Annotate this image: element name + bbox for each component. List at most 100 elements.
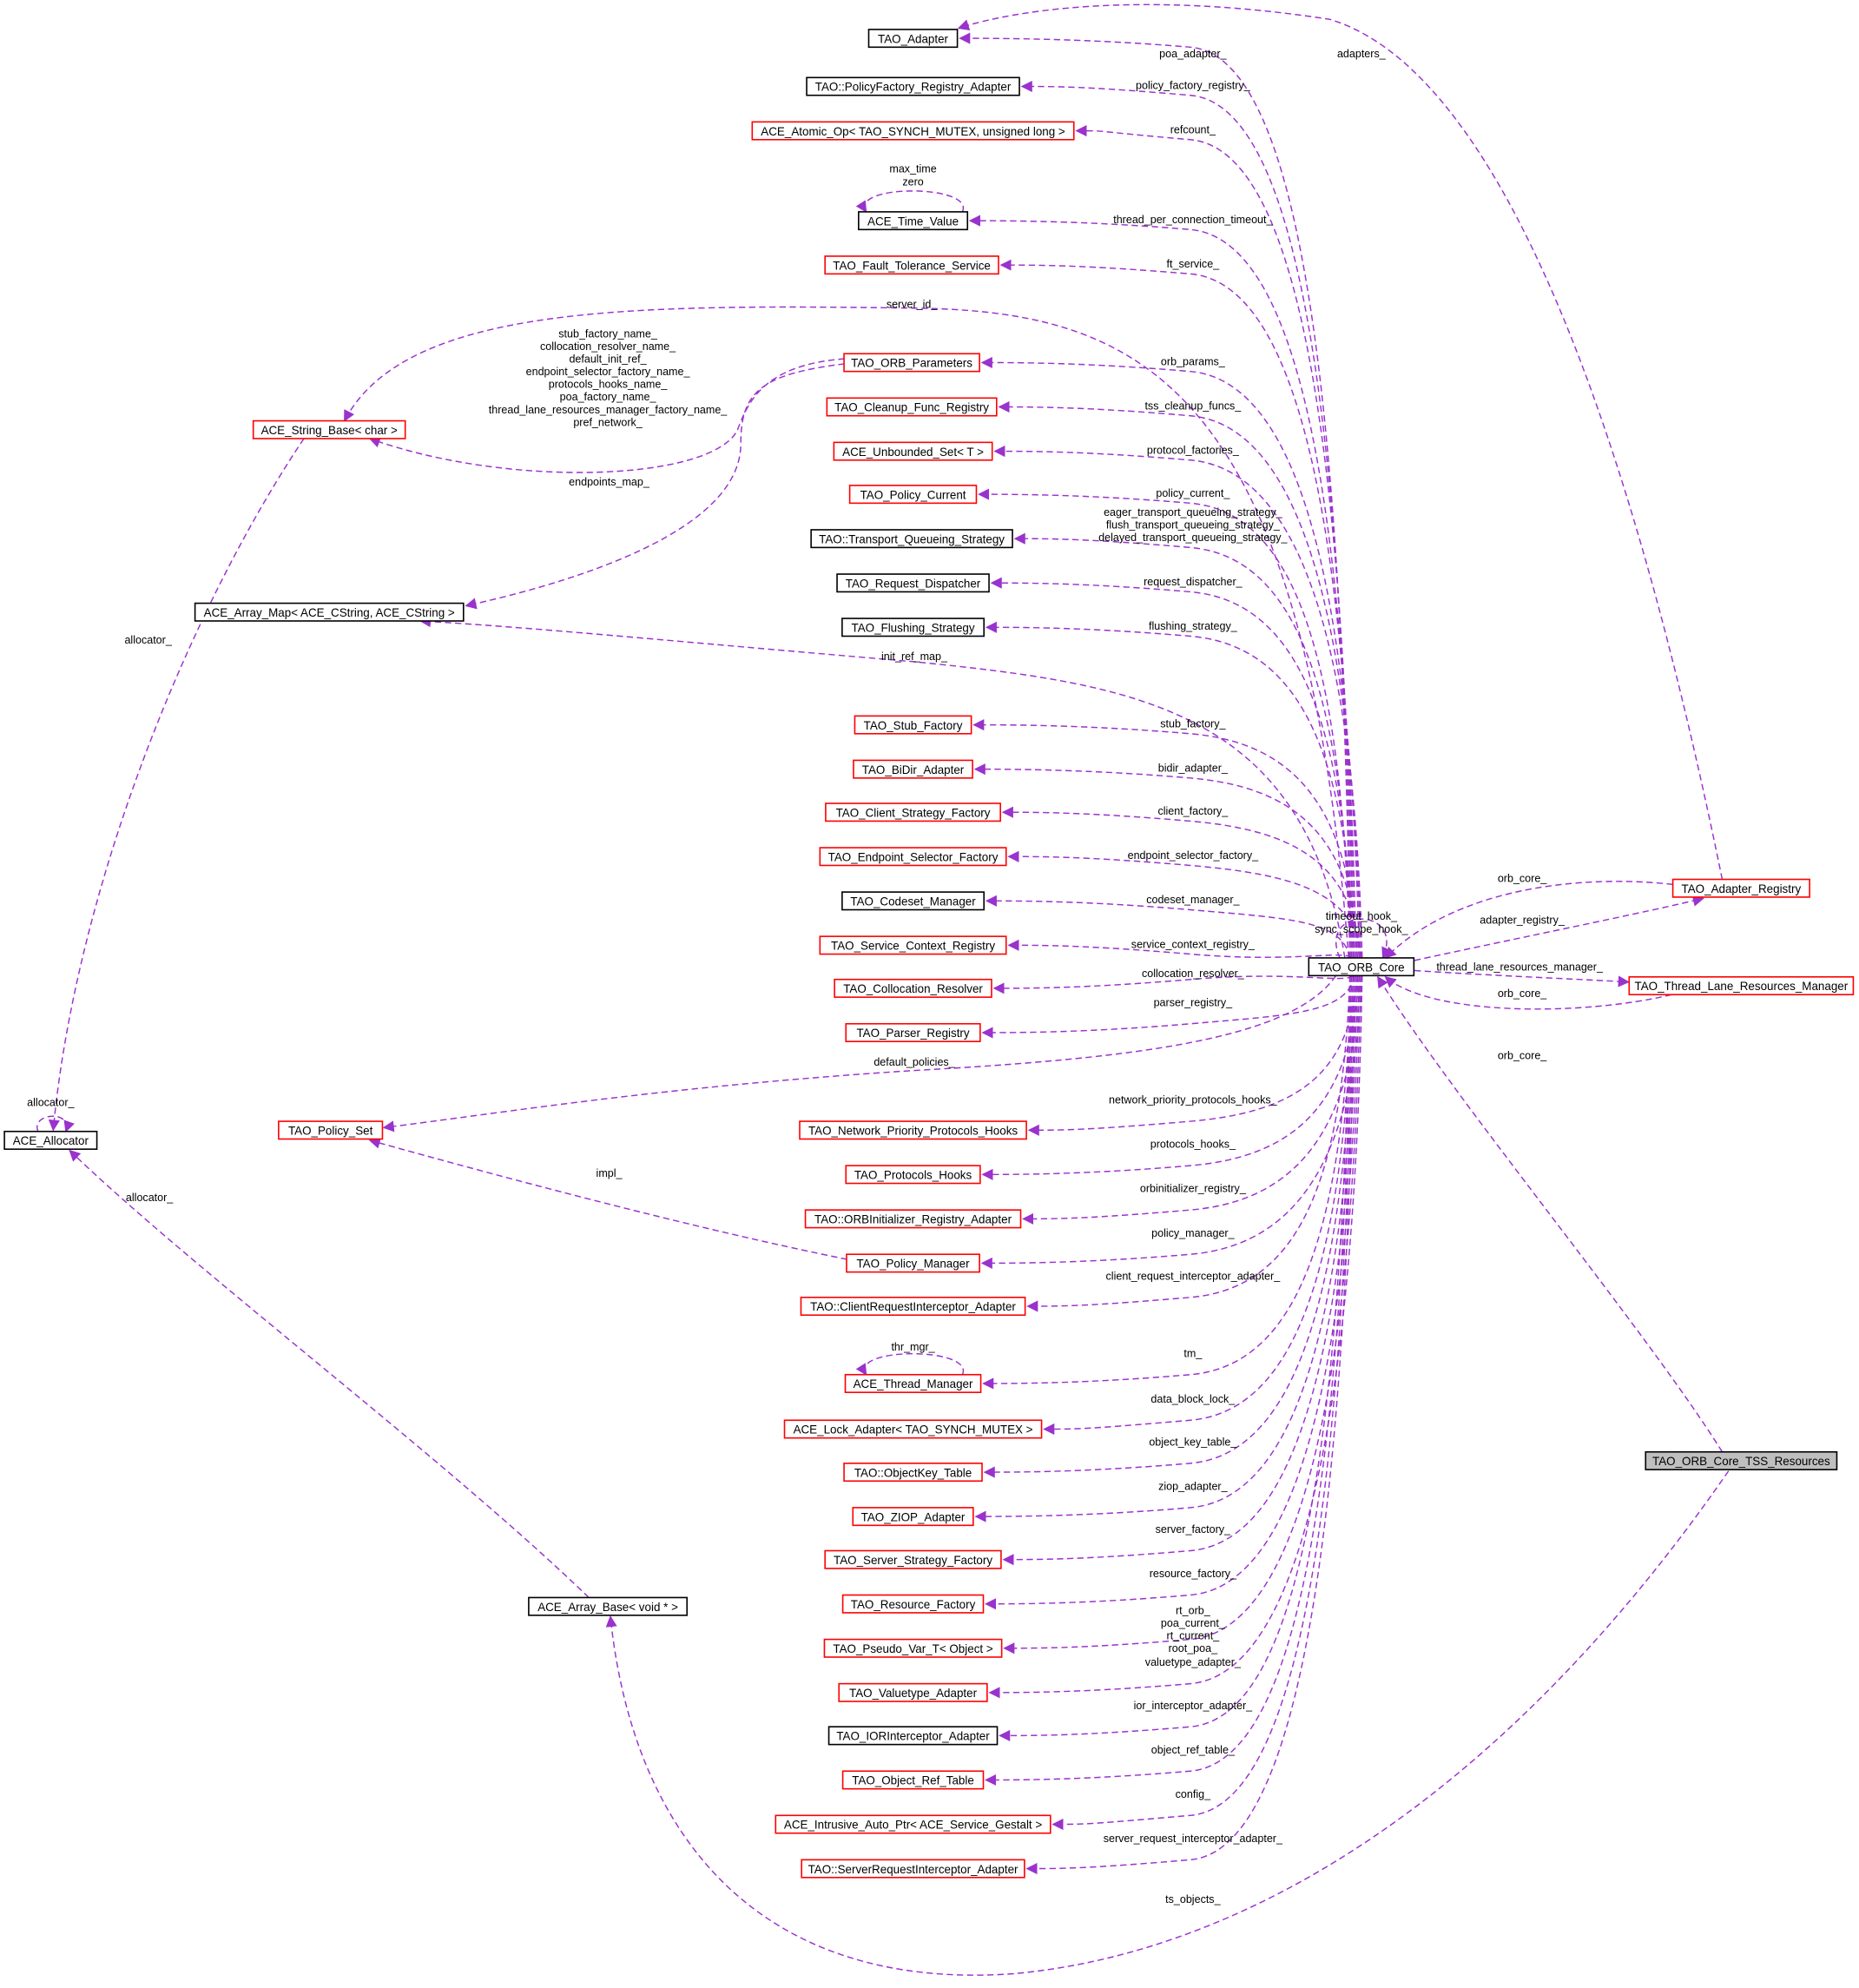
node-box[interactable] [194, 602, 465, 622]
node-box[interactable] [1645, 1450, 1838, 1470]
node-label[interactable]: ACE_Allocator [13, 1134, 89, 1147]
node-label[interactable]: TAO_Adapter [878, 32, 949, 45]
node-label[interactable]: TAO::ServerRequestInterceptor_Adapter [808, 1863, 1018, 1876]
node-label[interactable]: ACE_String_Base< char > [261, 424, 398, 437]
node-box[interactable] [804, 1209, 1022, 1229]
node-sria[interactable]: TAO::ServerRequestInterceptor_Adapter [801, 1859, 1025, 1879]
node-label[interactable]: TAO_Server_Strategy_Factory [834, 1554, 992, 1567]
node-box[interactable] [783, 1419, 1043, 1439]
node-npph[interactable]: TAO_Network_Priority_Protocols_Hooks [799, 1120, 1027, 1140]
node-tqs[interactable]: TAO::Transport_Queueing_Strategy [810, 529, 1013, 549]
node-box[interactable] [824, 1549, 1002, 1569]
node-bidir[interactable]: TAO_BiDir_Adapter [853, 759, 973, 779]
node-label[interactable]: TAO_IORInterceptor_Adapter [836, 1730, 990, 1743]
node-box[interactable] [841, 891, 986, 911]
node-adapter[interactable]: TAO_Adapter [867, 29, 959, 49]
node-box[interactable] [825, 802, 1001, 822]
node-label[interactable]: TAO_Thread_Lane_Resources_Manager [1635, 980, 1849, 993]
node-flush[interactable]: TAO_Flushing_Strategy [841, 618, 986, 637]
node-timeval[interactable]: ACE_Time_Value [858, 211, 969, 231]
node-box[interactable] [800, 1296, 1026, 1317]
node-label[interactable]: TAO_ORB_Parameters [851, 357, 972, 370]
node-box[interactable] [1628, 976, 1855, 996]
node-box[interactable] [843, 353, 980, 373]
node-label[interactable]: TAO_ZIOP_Adapter [861, 1510, 966, 1523]
node-alloc[interactable]: ACE_Allocator [3, 1130, 98, 1150]
node-label[interactable]: TAO_Collocation_Resolver [843, 982, 983, 995]
node-box[interactable] [867, 29, 959, 49]
node-scr[interactable]: TAO_Service_Context_Registry [819, 935, 1007, 955]
node-label[interactable]: ACE_Lock_Adapter< TAO_SYNCH_MUTEX > [794, 1423, 1033, 1437]
node-box[interactable] [858, 211, 969, 231]
node-box[interactable] [838, 1682, 988, 1702]
node-label[interactable]: ACE_Thread_Manager [854, 1377, 973, 1390]
node-box[interactable] [848, 485, 978, 505]
node-polset[interactable]: TAO_Policy_Set [278, 1120, 384, 1140]
node-box[interactable] [1308, 957, 1415, 977]
node-box[interactable] [819, 935, 1007, 955]
node-iorint[interactable]: TAO_IORInterceptor_Adapter [827, 1726, 999, 1746]
node-ph[interactable]: TAO_Protocols_Hooks [845, 1165, 981, 1185]
node-resf[interactable]: TAO_Resource_Factory [841, 1594, 985, 1614]
node-box[interactable] [252, 419, 406, 439]
node-label[interactable]: ACE_Atomic_Op< TAO_SYNCH_MUTEX, unsigned… [761, 125, 1065, 138]
node-orbparams[interactable]: TAO_ORB_Parameters [843, 353, 980, 373]
node-label[interactable]: TAO_ORB_Core [1318, 961, 1405, 974]
node-label[interactable]: TAO_Resource_Factory [851, 1598, 976, 1611]
node-box[interactable] [801, 1859, 1025, 1879]
node-valuetype[interactable]: TAO_Valuetype_Adapter [838, 1682, 988, 1702]
node-box[interactable] [853, 759, 973, 779]
node-label[interactable]: TAO_Protocols_Hooks [854, 1169, 972, 1182]
node-box[interactable] [845, 1022, 981, 1042]
node-box[interactable] [844, 1373, 982, 1393]
node-label[interactable]: TAO_Policy_Set [288, 1125, 373, 1138]
node-label[interactable]: TAO_Pseudo_Var_T< Object > [833, 1642, 992, 1655]
node-box[interactable] [854, 715, 972, 735]
node-lockad[interactable]: ACE_Lock_Adapter< TAO_SYNCH_MUTEX > [783, 1419, 1043, 1439]
node-stubf[interactable]: TAO_Stub_Factory [854, 715, 972, 735]
node-label[interactable]: TAO_Stub_Factory [864, 719, 963, 732]
node-box[interactable] [841, 1594, 985, 1614]
node-core[interactable]: TAO_ORB_Core [1308, 957, 1415, 977]
node-box[interactable] [819, 847, 1007, 867]
node-thrmgr[interactable]: ACE_Thread_Manager [844, 1373, 982, 1393]
node-box[interactable] [799, 1120, 1027, 1140]
node-box[interactable] [841, 618, 986, 637]
node-label[interactable]: TAO::ObjectKey_Table [854, 1466, 972, 1479]
node-label[interactable]: TAO_Service_Context_Registry [831, 940, 995, 953]
node-box[interactable] [827, 1726, 999, 1746]
node-label[interactable]: ACE_Array_Base< void * > [537, 1601, 678, 1614]
node-label[interactable]: TAO_Endpoint_Selector_Factory [828, 850, 999, 863]
node-tss[interactable]: TAO_ORB_Core_TSS_Resources [1645, 1450, 1838, 1470]
node-ssf[interactable]: TAO_Server_Strategy_Factory [824, 1549, 1002, 1569]
node-tlrm[interactable]: TAO_Thread_Lane_Resources_Manager [1628, 976, 1855, 996]
node-label[interactable]: ACE_Unbounded_Set< T > [842, 446, 984, 459]
node-box[interactable] [824, 255, 999, 275]
node-label[interactable]: ACE_Intrusive_Auto_Ptr< ACE_Service_Gest… [784, 1819, 1042, 1832]
node-label[interactable]: TAO_Policy_Manager [856, 1258, 970, 1271]
node-fts[interactable]: TAO_Fault_Tolerance_Service [824, 255, 999, 275]
node-unbset[interactable]: ACE_Unbounded_Set< T > [833, 441, 993, 461]
node-box[interactable] [751, 121, 1075, 141]
node-label[interactable]: TAO_Fault_Tolerance_Service [833, 259, 991, 272]
node-pseudo[interactable]: TAO_Pseudo_Var_T< Object > [823, 1638, 1003, 1658]
node-label[interactable]: TAO::ORBInitializer_Registry_Adapter [814, 1213, 1012, 1226]
node-reqdisp[interactable]: TAO_Request_Dispatcher [836, 573, 990, 593]
node-box[interactable] [1671, 878, 1810, 898]
node-label[interactable]: TAO_Network_Priority_Protocols_Hooks [808, 1125, 1018, 1138]
node-label[interactable]: TAO_Codeset_Manager [850, 895, 976, 908]
node-parser[interactable]: TAO_Parser_Registry [845, 1022, 981, 1042]
node-box[interactable] [841, 1770, 985, 1790]
node-label[interactable]: TAO_Policy_Current [860, 488, 966, 501]
node-arrmap[interactable]: ACE_Array_Map< ACE_CString, ACE_CString … [194, 602, 465, 622]
node-pfra[interactable]: TAO::PolicyFactory_Registry_Adapter [806, 76, 1020, 96]
node-label[interactable]: TAO::Transport_Queueing_Strategy [819, 532, 1005, 545]
node-box[interactable] [845, 1165, 981, 1185]
node-cleanup[interactable]: TAO_Cleanup_Func_Registry [826, 397, 998, 417]
node-orbinit[interactable]: TAO::ORBInitializer_Registry_Adapter [804, 1209, 1022, 1229]
node-atomic[interactable]: ACE_Atomic_Op< TAO_SYNCH_MUTEX, unsigned… [751, 121, 1075, 141]
node-box[interactable] [826, 397, 998, 417]
node-label[interactable]: TAO_ORB_Core_TSS_Resources [1652, 1455, 1830, 1468]
node-box[interactable] [528, 1596, 689, 1616]
node-label[interactable]: TAO_Cleanup_Func_Registry [834, 401, 989, 414]
